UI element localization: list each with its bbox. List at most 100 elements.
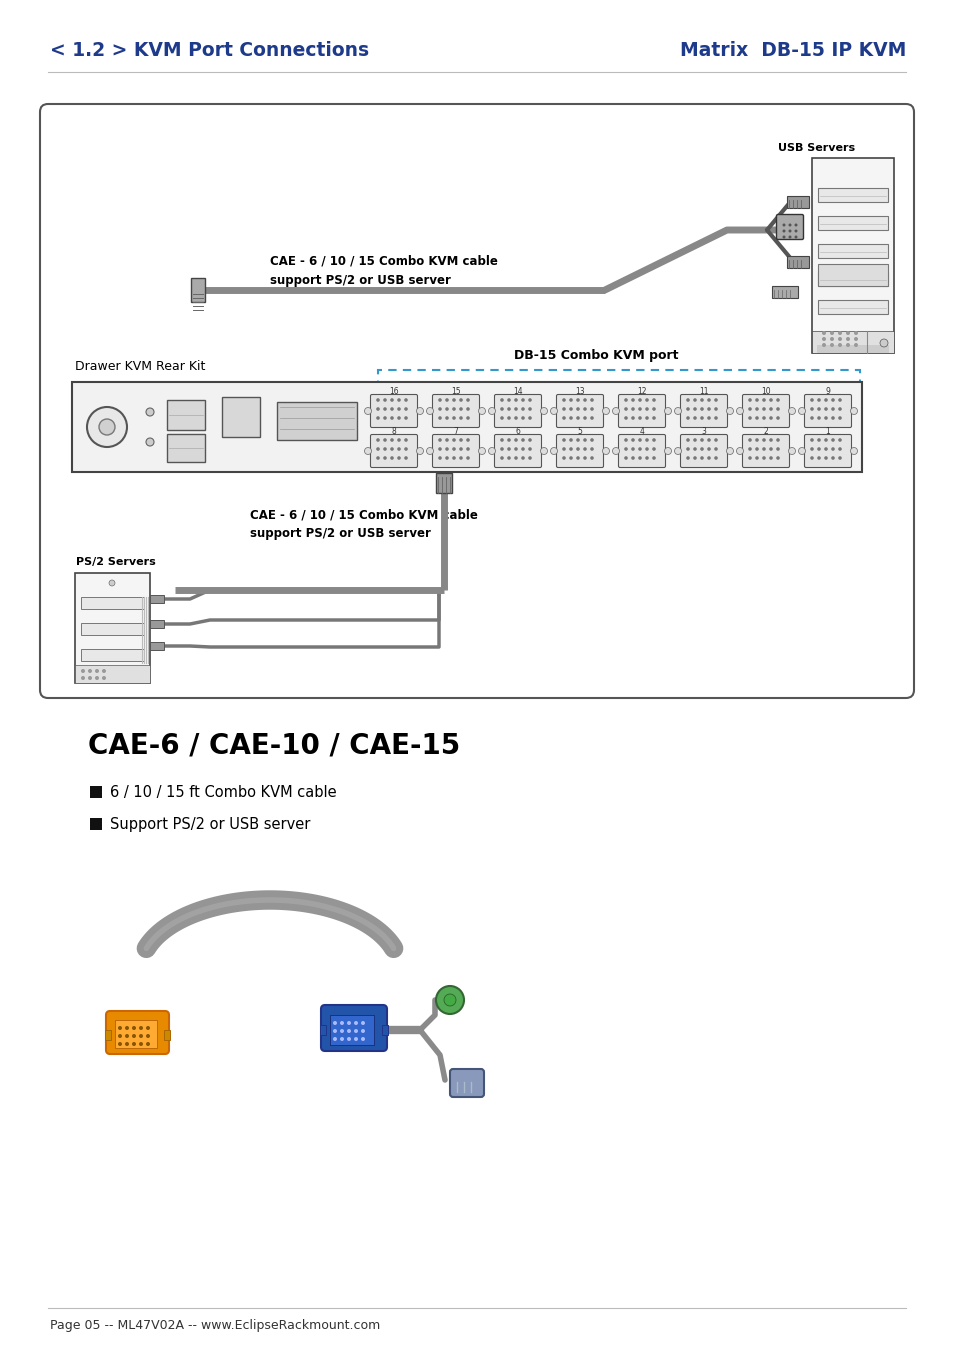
Text: Matrix  DB-15 IP KVM: Matrix DB-15 IP KVM bbox=[679, 40, 905, 59]
Circle shape bbox=[845, 331, 849, 335]
Circle shape bbox=[354, 1037, 357, 1041]
Circle shape bbox=[623, 439, 627, 441]
Circle shape bbox=[528, 439, 531, 441]
Circle shape bbox=[109, 580, 115, 586]
Circle shape bbox=[390, 447, 394, 451]
Bar bbox=[817, 271, 887, 286]
Circle shape bbox=[569, 416, 572, 420]
Circle shape bbox=[514, 408, 517, 410]
Circle shape bbox=[445, 456, 448, 460]
Bar bbox=[90, 786, 102, 798]
Text: USB Servers: USB Servers bbox=[777, 143, 854, 153]
Circle shape bbox=[528, 398, 531, 402]
Bar bbox=[115, 1021, 157, 1048]
Circle shape bbox=[817, 456, 820, 460]
Bar bbox=[164, 1030, 170, 1040]
Circle shape bbox=[507, 439, 510, 441]
Circle shape bbox=[488, 447, 495, 455]
Circle shape bbox=[838, 398, 841, 402]
Circle shape bbox=[443, 994, 456, 1006]
Circle shape bbox=[788, 230, 791, 232]
Circle shape bbox=[602, 447, 609, 455]
Text: Support PS/2 or USB server: Support PS/2 or USB server bbox=[110, 817, 310, 832]
Circle shape bbox=[437, 447, 441, 451]
Circle shape bbox=[714, 439, 717, 441]
Circle shape bbox=[520, 416, 524, 420]
FancyBboxPatch shape bbox=[40, 104, 913, 698]
Circle shape bbox=[706, 447, 710, 451]
Circle shape bbox=[146, 437, 153, 446]
Circle shape bbox=[437, 439, 441, 441]
FancyBboxPatch shape bbox=[556, 435, 603, 467]
FancyBboxPatch shape bbox=[776, 215, 802, 239]
Circle shape bbox=[582, 416, 586, 420]
Circle shape bbox=[582, 408, 586, 410]
Circle shape bbox=[664, 408, 671, 414]
Circle shape bbox=[644, 398, 648, 402]
Circle shape bbox=[333, 1029, 336, 1033]
Circle shape bbox=[582, 456, 586, 460]
Circle shape bbox=[499, 398, 503, 402]
Circle shape bbox=[838, 447, 841, 451]
Circle shape bbox=[776, 439, 779, 441]
Circle shape bbox=[736, 447, 742, 455]
Circle shape bbox=[125, 1042, 129, 1046]
Bar bbox=[786, 256, 808, 269]
Circle shape bbox=[652, 456, 655, 460]
Circle shape bbox=[347, 1037, 351, 1041]
Bar bbox=[191, 278, 205, 302]
Circle shape bbox=[829, 338, 833, 342]
Circle shape bbox=[375, 416, 379, 420]
Circle shape bbox=[383, 447, 386, 451]
Circle shape bbox=[776, 408, 779, 410]
FancyBboxPatch shape bbox=[741, 435, 789, 467]
Circle shape bbox=[445, 408, 448, 410]
FancyBboxPatch shape bbox=[741, 394, 789, 428]
Circle shape bbox=[404, 439, 407, 441]
Text: 10: 10 bbox=[760, 386, 770, 396]
Circle shape bbox=[685, 408, 689, 410]
FancyBboxPatch shape bbox=[679, 394, 727, 428]
Circle shape bbox=[706, 456, 710, 460]
Circle shape bbox=[458, 456, 462, 460]
Circle shape bbox=[879, 339, 887, 347]
Circle shape bbox=[452, 439, 456, 441]
Bar bbox=[381, 1025, 388, 1035]
Circle shape bbox=[590, 408, 593, 410]
Circle shape bbox=[821, 331, 825, 335]
Circle shape bbox=[452, 398, 456, 402]
Circle shape bbox=[590, 447, 593, 451]
Circle shape bbox=[452, 447, 456, 451]
Circle shape bbox=[582, 439, 586, 441]
Circle shape bbox=[364, 408, 371, 414]
Circle shape bbox=[685, 416, 689, 420]
Circle shape bbox=[561, 416, 565, 420]
Circle shape bbox=[755, 456, 758, 460]
FancyBboxPatch shape bbox=[450, 1069, 483, 1098]
Circle shape bbox=[507, 408, 510, 410]
Circle shape bbox=[693, 408, 696, 410]
Text: 9: 9 bbox=[824, 386, 829, 396]
Circle shape bbox=[853, 331, 857, 335]
Circle shape bbox=[561, 408, 565, 410]
Text: Page 05 -- ML47V02A -- www.EclipseRackmount.com: Page 05 -- ML47V02A -- www.EclipseRackmo… bbox=[50, 1319, 380, 1332]
Circle shape bbox=[81, 670, 85, 674]
Circle shape bbox=[644, 439, 648, 441]
Circle shape bbox=[768, 416, 772, 420]
Text: 6 / 10 / 15 ft Combo KVM cable: 6 / 10 / 15 ft Combo KVM cable bbox=[110, 784, 336, 799]
Circle shape bbox=[458, 439, 462, 441]
Bar bbox=[811, 158, 893, 352]
Circle shape bbox=[706, 439, 710, 441]
Circle shape bbox=[693, 439, 696, 441]
Circle shape bbox=[623, 456, 627, 460]
Circle shape bbox=[838, 456, 841, 460]
Circle shape bbox=[499, 408, 503, 410]
Circle shape bbox=[445, 416, 448, 420]
Circle shape bbox=[520, 408, 524, 410]
Bar bbox=[817, 265, 887, 286]
Text: DB-15 Combo KVM port: DB-15 Combo KVM port bbox=[514, 350, 678, 363]
Circle shape bbox=[507, 398, 510, 402]
Circle shape bbox=[638, 439, 641, 441]
Circle shape bbox=[561, 456, 565, 460]
Circle shape bbox=[590, 398, 593, 402]
